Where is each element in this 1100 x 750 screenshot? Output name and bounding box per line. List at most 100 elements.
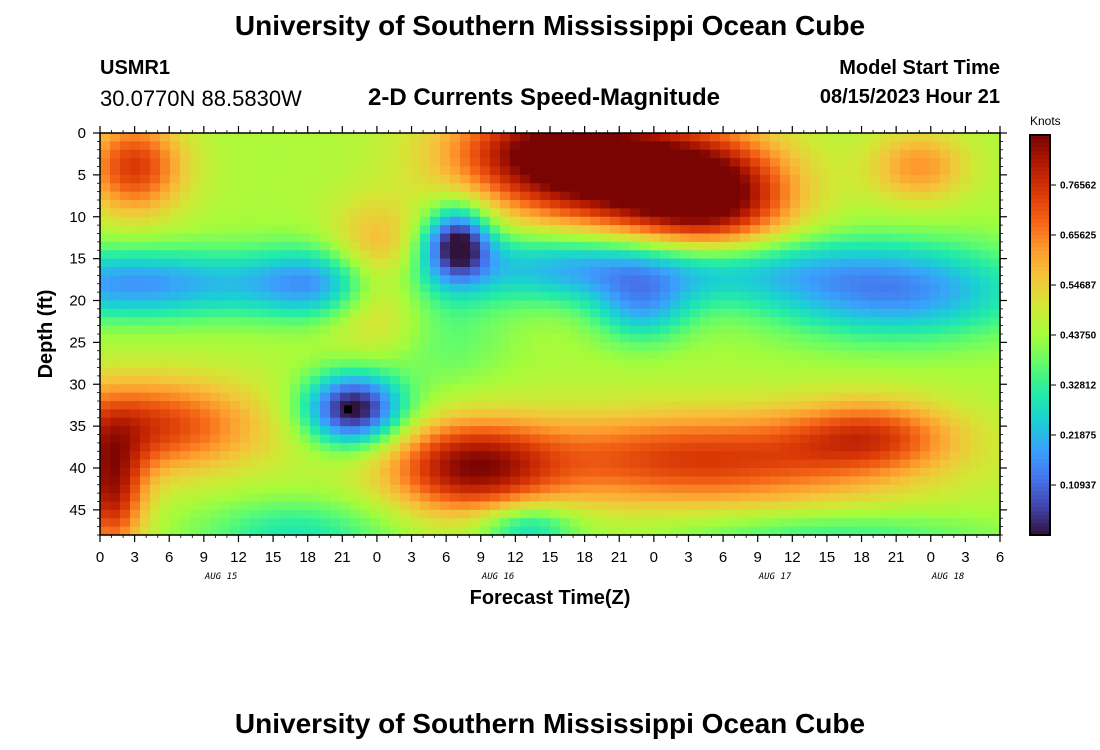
heatmap-cell <box>980 459 991 469</box>
heatmap-cell <box>790 233 801 243</box>
heatmap-cell <box>230 141 241 151</box>
heatmap-cell <box>670 350 681 360</box>
heatmap-cell <box>500 476 511 486</box>
heatmap-cell <box>830 317 841 327</box>
heatmap-cell <box>250 509 261 519</box>
heatmap-cell <box>970 384 981 394</box>
heatmap-cell <box>790 133 801 142</box>
heatmap-cell <box>630 518 641 528</box>
heatmap-cell <box>580 149 591 159</box>
heatmap-cell <box>610 334 621 343</box>
station-coordinates: 30.0770N 88.5830W <box>100 86 302 111</box>
heatmap-cell <box>290 451 301 461</box>
heatmap-cell <box>780 367 791 377</box>
colorbar-segment <box>1030 175 1050 180</box>
heatmap-cell <box>880 375 891 385</box>
heatmap-cell <box>640 501 651 511</box>
heatmap-cell <box>590 225 601 235</box>
heatmap-cell <box>530 426 541 436</box>
heatmap-cell <box>550 325 561 335</box>
heatmap-cell <box>720 308 731 318</box>
heatmap-cell <box>330 283 341 293</box>
heatmap-cell <box>180 426 191 436</box>
heatmap-cell <box>620 191 631 201</box>
heatmap-cell <box>810 174 821 184</box>
heatmap-cell <box>750 409 761 419</box>
heatmap-cell <box>860 216 871 226</box>
heatmap-cell <box>370 308 381 318</box>
heatmap-cell <box>770 518 781 528</box>
heatmap-cell <box>420 166 431 176</box>
heatmap-cell <box>570 158 581 168</box>
heatmap-cell <box>970 434 981 444</box>
heatmap-cell <box>120 459 131 469</box>
heatmap-cell <box>190 216 201 226</box>
heatmap-cell <box>660 283 671 293</box>
heatmap-cell <box>850 241 861 251</box>
heatmap-cell <box>710 317 721 327</box>
heatmap-cell <box>550 367 561 377</box>
heatmap-cell <box>280 434 291 444</box>
heatmap-cell <box>500 166 511 176</box>
heatmap-cell <box>870 434 881 444</box>
heatmap-cell <box>290 409 301 419</box>
heatmap-cell <box>650 275 661 285</box>
heatmap-cell <box>860 166 871 176</box>
heatmap-cell <box>170 225 181 235</box>
heatmap-cell <box>420 518 431 528</box>
heatmap-cell <box>110 451 121 461</box>
heatmap-cell <box>350 417 361 427</box>
heatmap-cell <box>900 434 911 444</box>
heatmap-cell <box>630 225 641 235</box>
heatmap-cell <box>400 518 411 528</box>
heatmap-cell <box>380 233 391 243</box>
heatmap-cell <box>200 216 211 226</box>
heatmap-cell <box>490 283 501 293</box>
heatmap-cell <box>370 241 381 251</box>
heatmap-cell <box>870 149 881 159</box>
heatmap-cell <box>480 166 491 176</box>
heatmap-cell <box>740 250 751 260</box>
heatmap-cell <box>180 350 191 360</box>
heatmap-cell <box>670 434 681 444</box>
heatmap-cell <box>220 325 231 335</box>
heatmap-cell <box>690 384 701 394</box>
heatmap-cell <box>450 468 461 477</box>
heatmap-cell <box>140 526 151 536</box>
heatmap-cell <box>990 384 1001 394</box>
colorbar-segment <box>1030 243 1050 248</box>
heatmap-cell <box>570 484 581 494</box>
heatmap-cell <box>380 384 391 394</box>
heatmap-cell <box>840 518 851 528</box>
heatmap-cell <box>350 401 361 410</box>
heatmap-cell <box>290 509 301 519</box>
heatmap-cell <box>710 384 721 394</box>
heatmap-cell <box>640 359 651 369</box>
y-tick-label: 45 <box>69 502 86 519</box>
heatmap-cell <box>400 166 411 176</box>
heatmap-cell <box>900 484 911 494</box>
heatmap-cell <box>770 208 781 218</box>
heatmap-cell <box>580 174 591 184</box>
heatmap-cell <box>910 493 921 503</box>
heatmap-cell <box>690 442 701 452</box>
heatmap-cell <box>300 350 311 360</box>
heatmap-cell <box>120 518 131 528</box>
heatmap-cell <box>320 166 331 176</box>
heatmap-cell <box>500 174 511 184</box>
heatmap-cell <box>310 501 321 511</box>
heatmap-cell <box>450 401 461 410</box>
heatmap-cell <box>760 133 771 142</box>
heatmap-cell <box>600 484 611 494</box>
heatmap-cell <box>130 342 141 352</box>
heatmap-cell <box>570 275 581 285</box>
heatmap-cell <box>880 233 891 243</box>
heatmap-cell <box>520 174 531 184</box>
heatmap-cell <box>140 166 151 176</box>
heatmap-cell <box>150 158 161 168</box>
heatmap-cell <box>160 384 171 394</box>
x-tick-label: 3 <box>130 549 138 566</box>
heatmap-cell <box>870 401 881 410</box>
heatmap-cell <box>360 509 371 519</box>
heatmap-cell <box>300 434 311 444</box>
